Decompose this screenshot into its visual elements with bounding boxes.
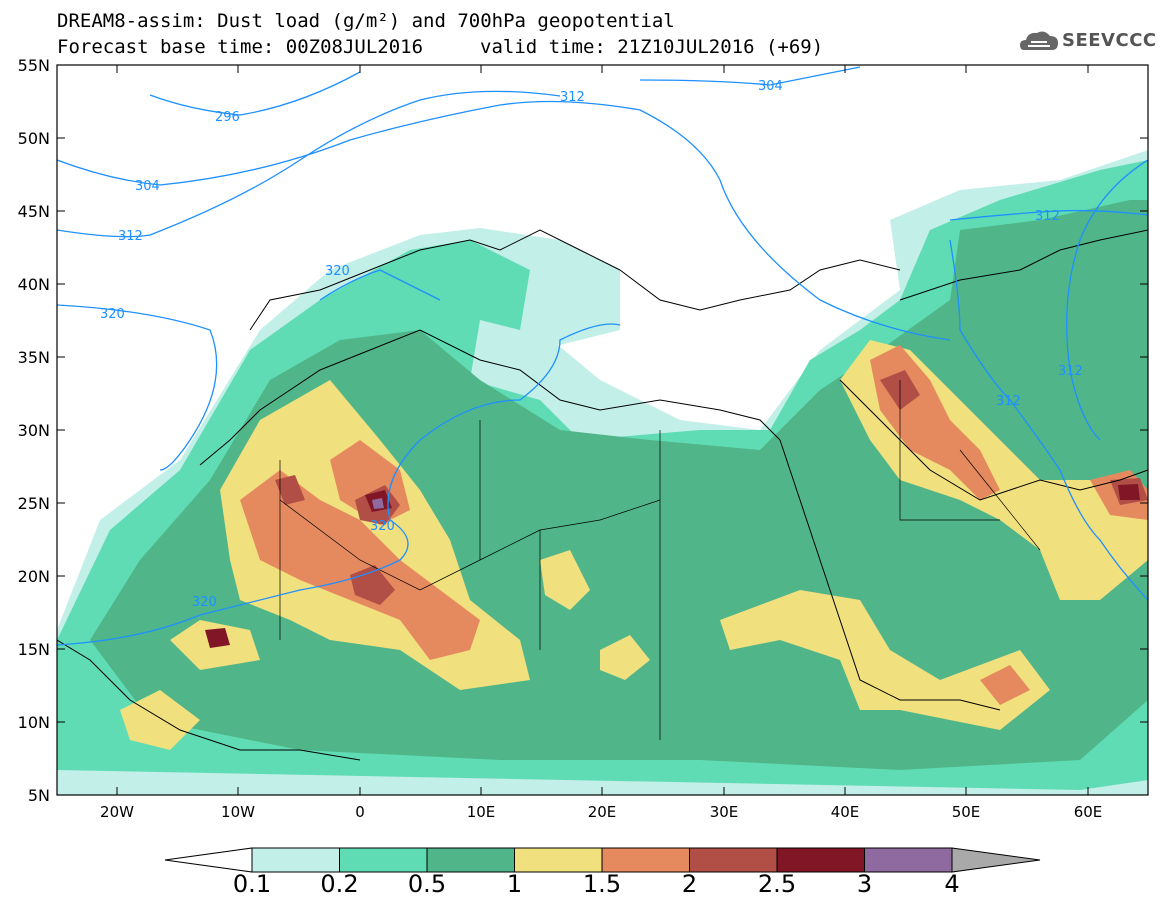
colorbar-label: 2.5 [757, 870, 797, 898]
colorbar [164, 847, 1041, 873]
contour-label: 304 [135, 179, 160, 194]
dust-region-2-5 [1118, 484, 1140, 500]
lat-label: 50N [17, 129, 50, 148]
dust-region-2 [275, 475, 305, 505]
dust-region-1 [120, 690, 200, 750]
contour-label: 312 [1058, 364, 1083, 379]
dust-region-1-5 [240, 470, 480, 660]
contour-label: 312 [1035, 209, 1060, 224]
contour-label: 296 [215, 110, 240, 125]
geopotential-contours [57, 66, 1148, 646]
logo-text: SEEVCCC [1062, 30, 1157, 51]
country-borders [279, 380, 1041, 740]
lon-label: 20E [587, 803, 617, 821]
coastlines [57, 229, 1148, 761]
colorbar-label: 3 [856, 870, 873, 898]
colorbar-label: 0.5 [407, 870, 447, 898]
colorbar-label: 0.2 [320, 870, 359, 898]
lon-label: 10W [221, 803, 255, 821]
colorbar-label: 1.5 [582, 870, 622, 898]
map-canvas: 296 304 312 320 320 320 320 304 312 312 … [57, 65, 1148, 795]
axis-ticks [57, 64, 1148, 795]
contour-label: 312 [996, 394, 1021, 409]
lon-label: 0 [355, 803, 365, 821]
contour-labels: 296 304 312 320 320 320 320 304 312 312 … [100, 79, 1083, 610]
map-title: DREAM8-assim: Dust load (g/m²) and 700hP… [57, 10, 675, 32]
dust-region-1-5 [980, 665, 1030, 705]
lat-label: 40N [17, 275, 50, 294]
lat-label: 30N [17, 421, 50, 440]
lat-label: 15N [17, 640, 50, 659]
lat-label: 20N [17, 567, 50, 586]
valid-time: valid time: 21Z10JUL2016 (+69) [480, 36, 824, 58]
contour-label: 320 [325, 264, 350, 279]
contour-label: 320 [100, 307, 125, 322]
lat-label: 55N [17, 56, 50, 75]
forecast-base-time: Forecast base time: 00Z08JUL2016 [57, 36, 424, 58]
lat-label: 5N [27, 786, 50, 805]
lon-label: 20W [100, 803, 134, 821]
colorbar-label: 4 [944, 870, 960, 898]
lat-label: 25N [17, 494, 50, 513]
lat-label: 10N [17, 713, 50, 732]
contour-label: 320 [370, 519, 395, 534]
lon-label: 40E [830, 803, 860, 821]
contour-label: 312 [560, 90, 585, 105]
lon-label: 30E [709, 803, 739, 821]
colorbar-label: 2 [681, 870, 698, 898]
lat-label: 35N [17, 348, 50, 367]
colorbar-label: 0.1 [232, 870, 272, 898]
lon-label: 60E [1073, 803, 1103, 821]
dust-region-1 [600, 635, 650, 680]
contour-label: 320 [192, 595, 217, 610]
contour-label: 312 [118, 229, 143, 244]
colorbar-label: 1 [506, 870, 523, 898]
lat-label: 45N [17, 202, 50, 221]
dust-region-3 [372, 498, 384, 509]
dust-region-1 [540, 550, 590, 610]
dust-region-1 [720, 590, 1050, 730]
dust-region-2-5 [205, 628, 230, 648]
contour-label: 304 [758, 79, 783, 94]
cloud-icon [1020, 31, 1058, 50]
lon-label: 10E [466, 803, 496, 821]
lon-label: 50E [951, 803, 981, 821]
